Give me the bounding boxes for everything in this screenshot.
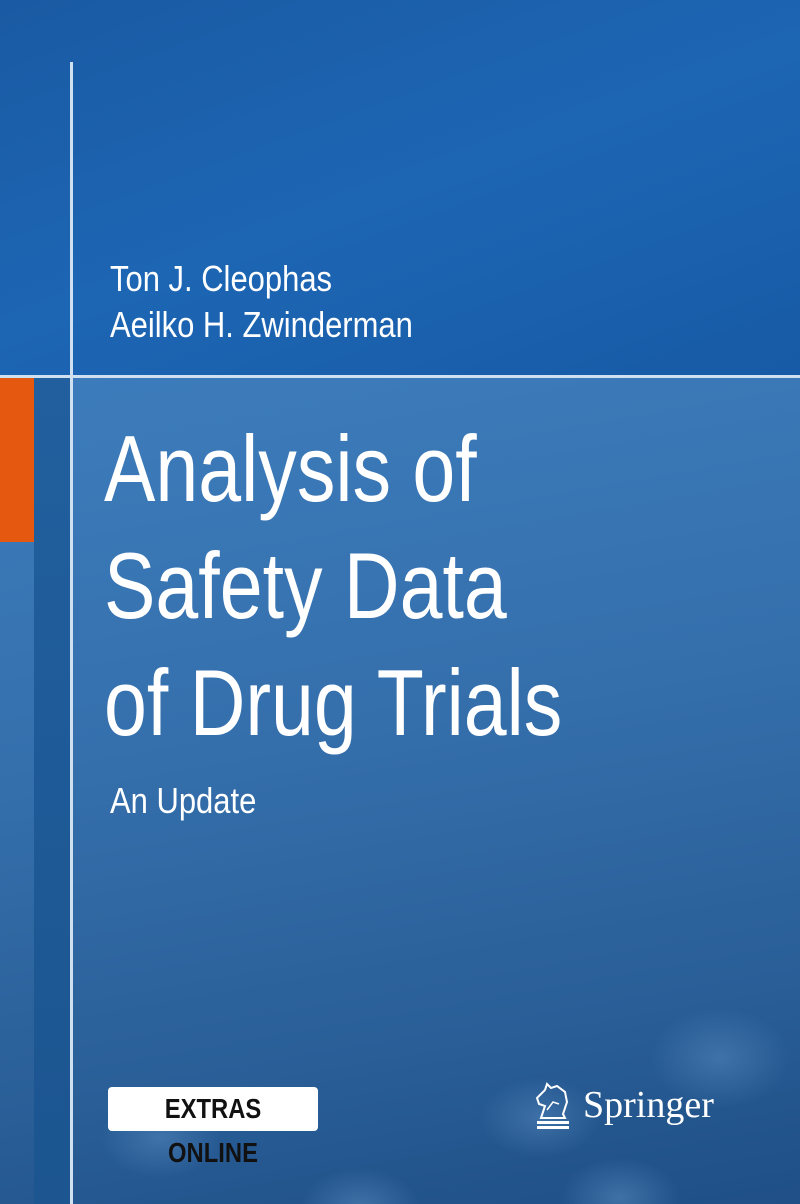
- cover-top-background: [0, 0, 800, 376]
- orange-accent-bar: [0, 378, 34, 542]
- author-name: Ton J. Cleophas: [110, 258, 333, 299]
- cover-bottom-background: [0, 378, 800, 1204]
- left-band: [34, 378, 70, 1204]
- vertical-rule: [70, 62, 73, 1204]
- title-line: Analysis of: [104, 416, 477, 521]
- author-name: Aeilko H. Zwinderman: [110, 304, 413, 345]
- badge-label: EXTRAS ONLINE: [164, 1093, 262, 1168]
- title-line: of Drug Trials: [104, 650, 563, 755]
- knight-horse-icon: [535, 1082, 569, 1129]
- book-subtitle: An Update: [110, 780, 257, 821]
- title-line: Safety Data: [104, 533, 507, 638]
- book-title: Analysis of Safety Data of Drug Trials: [104, 410, 562, 761]
- extras-online-badge: EXTRAS ONLINE: [108, 1087, 318, 1168]
- authors: Ton J. Cleophas Aeilko H. Zwinderman: [110, 256, 413, 348]
- publisher-name: Springer: [583, 1084, 714, 1126]
- publisher-logo: Springer: [533, 1080, 714, 1130]
- horizontal-rule: [0, 375, 800, 378]
